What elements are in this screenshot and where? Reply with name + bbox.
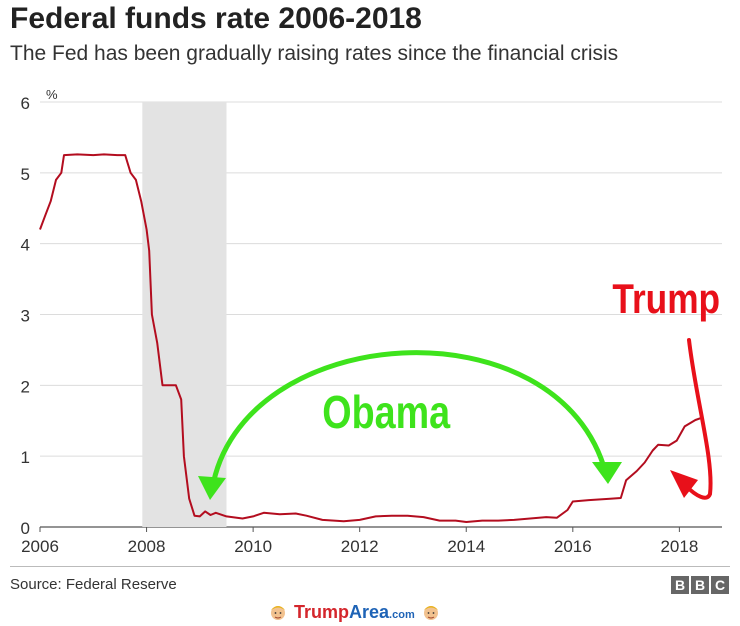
x-tick-label: 2012: [341, 537, 379, 556]
y-tick-label: 5: [21, 165, 30, 184]
y-unit-label: %: [46, 87, 58, 102]
obama-arc: [209, 350, 609, 493]
trump-label: Trump: [612, 276, 720, 323]
y-tick-label: 6: [21, 94, 30, 113]
obama-annotation: Obama: [198, 350, 622, 500]
trumparea-watermark: TrumpArea.com: [268, 600, 441, 624]
y-tick-label: 0: [21, 519, 30, 538]
y-tick-label: 1: [21, 448, 30, 467]
bbc-logo: B B C: [671, 576, 729, 594]
y-tick-label: 2: [21, 377, 30, 396]
obama-arrowhead-left-icon: [198, 476, 226, 500]
trump-face-icon: [423, 606, 438, 620]
y-tick-label: 4: [21, 236, 30, 255]
bbc-letter: B: [671, 576, 689, 594]
fed-funds-chart: 0 1 2 3 4 5 6 2006 2008 2010 2012 2014 2016 2018 % O…: [21, 87, 722, 556]
y-axis: 0 1 2 3 4 5 6: [21, 94, 30, 538]
x-tick-label: 2018: [660, 537, 698, 556]
obama-label: Obama: [322, 386, 450, 437]
x-tick-label: 2016: [554, 537, 592, 556]
watermark-text: TrumpArea.com: [294, 602, 415, 623]
bbc-letter: B: [691, 576, 709, 594]
watermark-suffix: .com: [389, 608, 415, 621]
trump-arrowhead-icon: [670, 470, 698, 498]
x-tick-label: 2014: [447, 537, 485, 556]
x-axis: 2006 2008 2010 2012 2014 2016 2018: [21, 527, 698, 556]
source-note: Source: Federal Reserve: [10, 576, 177, 593]
trump-face-icon: [271, 606, 285, 620]
bbc-letter: C: [711, 576, 729, 594]
x-tick-label: 2008: [128, 537, 166, 556]
obama-arrowhead-right-icon: [592, 462, 622, 484]
chart-subtitle: The Fed has been gradually raising rates…: [10, 42, 619, 65]
trump-arrow-curve: [684, 338, 713, 500]
trump-annotation: Trump: [612, 276, 720, 500]
fed-funds-rate-line: [39, 153, 704, 523]
x-tick-label: 2006: [21, 537, 59, 556]
watermark-name-b: Area: [349, 601, 390, 622]
watermark-name-a: Trump: [294, 601, 350, 622]
y-tick-label: 3: [21, 307, 30, 326]
chart-title: Federal funds rate 2006-2018: [10, 2, 422, 35]
x-tick-label: 2010: [234, 537, 272, 556]
footer-divider: [10, 566, 730, 567]
